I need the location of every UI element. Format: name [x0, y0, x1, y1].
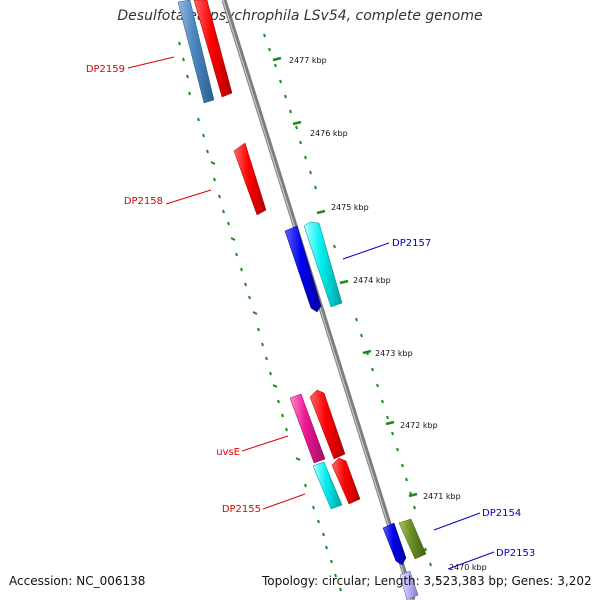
gene-uvse[interactable]	[309, 389, 346, 460]
gene-label-dp2153[interactable]: DP2153	[496, 548, 535, 559]
gene-label-dp2159[interactable]: DP2159	[86, 64, 125, 75]
gene-label-dp2158[interactable]: DP2158	[124, 196, 163, 207]
gene-label-dp2154[interactable]: DP2154	[482, 508, 521, 519]
inner-tick-track	[178, 41, 342, 592]
kbp-label: 2472 kbp	[400, 421, 438, 430]
kbp-label: 2477 kbp	[289, 56, 327, 65]
kbp-label: 2473 kbp	[375, 349, 413, 358]
gene-dp2159[interactable]	[193, 0, 233, 98]
gene-label-uvse[interactable]: uvsE	[216, 447, 240, 458]
gene-label-dp2155[interactable]: DP2155	[222, 504, 261, 515]
genome-summary: Topology: circular; Length: 3,523,383 bp…	[262, 574, 592, 588]
gene-dp2158[interactable]	[233, 142, 267, 216]
gene-uvse-pink[interactable]	[289, 393, 326, 464]
outer-major-ticks	[272, 56, 418, 498]
gene-dp2157[interactable]	[303, 221, 343, 308]
kbp-label: 2474 kbp	[353, 276, 391, 285]
kbp-label: 2470 kbp	[449, 563, 487, 572]
outer-tick-track	[263, 33, 439, 582]
accession-text: Accession: NC_006138	[9, 574, 146, 588]
gene-dp2154-olive[interactable]	[398, 518, 427, 560]
kbp-label: 2475 kbp	[331, 203, 369, 212]
gene-label-dp2157[interactable]: DP2157	[392, 238, 431, 249]
gene-dp2153[interactable]	[399, 570, 419, 600]
gene-dp2154[interactable]	[382, 522, 407, 566]
gene-dp2157-blue[interactable]	[284, 225, 322, 313]
kbp-label: 2471 kbp	[423, 492, 461, 501]
gene-dp2159-left[interactable]	[177, 0, 215, 104]
kbp-label: 2476 kbp	[310, 129, 348, 138]
gene-dp2155-cyan[interactable]	[312, 461, 343, 510]
label-leaders	[127, 56, 495, 570]
gene-dp2155[interactable]	[331, 457, 361, 505]
